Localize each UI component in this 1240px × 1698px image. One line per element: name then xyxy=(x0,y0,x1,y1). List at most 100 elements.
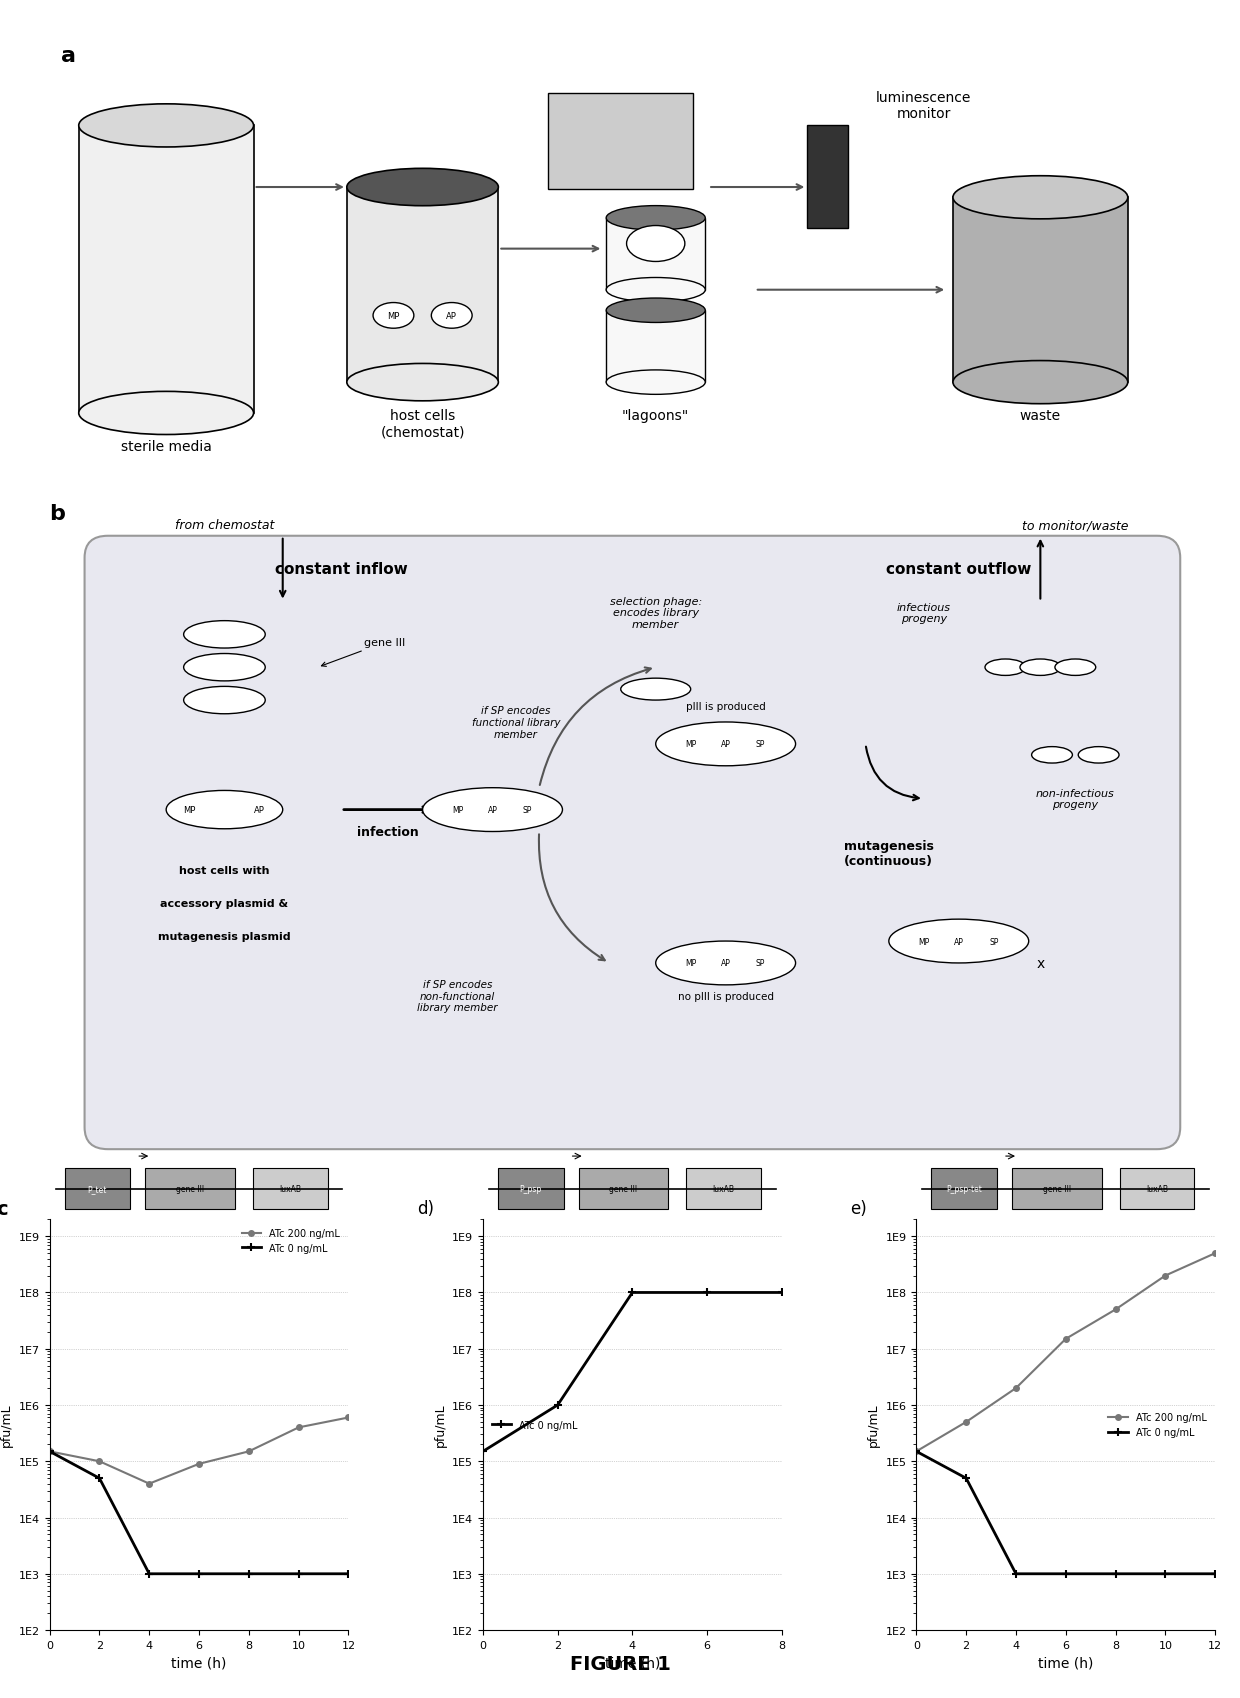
ATc 0 ng/mL xyxy=(625,1282,640,1302)
Ellipse shape xyxy=(79,105,254,148)
Legend: ATc 200 ng/mL, ATc 0 ng/mL: ATc 200 ng/mL, ATc 0 ng/mL xyxy=(1105,1409,1210,1442)
Text: pIII is produced: pIII is produced xyxy=(686,701,765,711)
ATc 0 ng/mL xyxy=(475,1442,490,1462)
Ellipse shape xyxy=(606,278,706,302)
ATc 200 ng/mL xyxy=(1208,1243,1223,1263)
Text: "lagoons": "lagoons" xyxy=(622,409,689,423)
Y-axis label: pfu/mL: pfu/mL xyxy=(434,1403,446,1447)
Ellipse shape xyxy=(606,370,706,396)
Line: ATc 0 ng/mL: ATc 0 ng/mL xyxy=(913,1447,1219,1577)
FancyBboxPatch shape xyxy=(84,537,1180,1150)
Ellipse shape xyxy=(423,788,563,832)
FancyBboxPatch shape xyxy=(1120,1168,1194,1209)
Ellipse shape xyxy=(1021,659,1060,676)
Text: MP: MP xyxy=(451,805,464,815)
Text: MP: MP xyxy=(684,959,697,968)
FancyBboxPatch shape xyxy=(807,126,848,229)
Text: non-infectious
progeny: non-infectious progeny xyxy=(1035,788,1115,810)
Ellipse shape xyxy=(373,304,414,329)
ATc 0 ng/mL xyxy=(1058,1564,1073,1584)
FancyBboxPatch shape xyxy=(145,1168,234,1209)
ATc 200 ng/mL xyxy=(141,1474,156,1494)
Text: host cells with: host cells with xyxy=(180,866,269,876)
ATc 200 ng/mL xyxy=(92,1452,107,1472)
Ellipse shape xyxy=(656,941,796,985)
Line: ATc 200 ng/mL: ATc 200 ng/mL xyxy=(914,1251,1218,1453)
Ellipse shape xyxy=(432,304,472,329)
Line: ATc 0 ng/mL: ATc 0 ng/mL xyxy=(479,1289,786,1455)
ATc 0 ng/mL xyxy=(909,1442,924,1462)
Text: AP: AP xyxy=(720,740,730,749)
Ellipse shape xyxy=(184,621,265,649)
X-axis label: time (h): time (h) xyxy=(1038,1656,1094,1669)
FancyBboxPatch shape xyxy=(79,126,254,414)
Text: mutagenesis
(continuous): mutagenesis (continuous) xyxy=(844,841,934,868)
Text: SP: SP xyxy=(756,959,765,968)
Legend: ATc 0 ng/mL: ATc 0 ng/mL xyxy=(487,1416,582,1433)
ATc 0 ng/mL xyxy=(1208,1564,1223,1584)
ATc 200 ng/mL xyxy=(1008,1379,1023,1399)
Text: if SP encodes
functional library
member: if SP encodes functional library member xyxy=(471,706,560,739)
Text: infection: infection xyxy=(357,825,418,839)
Text: selection phage:
encodes library
member: selection phage: encodes library member xyxy=(610,596,702,630)
Y-axis label: pfu/mL: pfu/mL xyxy=(0,1403,14,1447)
Y-axis label: pfu/mL: pfu/mL xyxy=(867,1403,880,1447)
Text: gene III: gene III xyxy=(176,1185,205,1194)
Text: SP: SP xyxy=(756,740,765,749)
Text: mutagenesis plasmid: mutagenesis plasmid xyxy=(159,931,290,941)
Text: P_tet: P_tet xyxy=(88,1185,107,1194)
Text: to monitor/waste: to monitor/waste xyxy=(1022,520,1128,531)
FancyBboxPatch shape xyxy=(498,1168,564,1209)
Ellipse shape xyxy=(626,226,684,261)
Ellipse shape xyxy=(347,365,498,402)
ATc 0 ng/mL xyxy=(551,1396,565,1416)
ATc 0 ng/mL xyxy=(775,1282,790,1302)
ATc 200 ng/mL xyxy=(1109,1299,1123,1319)
X-axis label: time (h): time (h) xyxy=(605,1656,660,1669)
FancyBboxPatch shape xyxy=(64,1168,130,1209)
Ellipse shape xyxy=(889,920,1029,963)
ATc 0 ng/mL xyxy=(242,1564,257,1584)
Text: P_psp-tet: P_psp-tet xyxy=(946,1185,982,1194)
Text: if SP encodes
non-functional
library member: if SP encodes non-functional library mem… xyxy=(418,980,497,1012)
Text: a: a xyxy=(61,46,76,66)
Ellipse shape xyxy=(184,654,265,681)
Ellipse shape xyxy=(621,679,691,701)
ATc 0 ng/mL xyxy=(42,1442,57,1462)
Text: constant outflow: constant outflow xyxy=(887,562,1032,577)
Text: luxAB: luxAB xyxy=(1146,1185,1168,1194)
ATc 200 ng/mL xyxy=(1158,1265,1173,1285)
Ellipse shape xyxy=(954,362,1128,404)
Ellipse shape xyxy=(656,723,796,766)
ATc 200 ng/mL xyxy=(242,1442,257,1462)
FancyBboxPatch shape xyxy=(686,1168,761,1209)
Ellipse shape xyxy=(985,659,1025,676)
Text: P_psp: P_psp xyxy=(520,1185,542,1194)
Ellipse shape xyxy=(1079,747,1118,764)
Text: host cells
(chemostat): host cells (chemostat) xyxy=(381,409,465,438)
Text: no pIII is produced: no pIII is produced xyxy=(677,992,774,1002)
ATc 200 ng/mL xyxy=(291,1418,306,1438)
Ellipse shape xyxy=(1055,659,1096,676)
FancyBboxPatch shape xyxy=(579,1168,668,1209)
FancyBboxPatch shape xyxy=(606,219,706,290)
Text: AP: AP xyxy=(254,805,265,815)
Text: x: x xyxy=(1037,956,1044,970)
Text: sterile media: sterile media xyxy=(120,440,212,453)
ATc 200 ng/mL xyxy=(42,1442,57,1462)
Text: luxAB: luxAB xyxy=(713,1185,734,1194)
ATc 200 ng/mL xyxy=(341,1408,356,1428)
Ellipse shape xyxy=(1032,747,1073,764)
ATc 200 ng/mL xyxy=(1058,1330,1073,1350)
Text: infectious
progeny: infectious progeny xyxy=(897,603,951,623)
ATc 0 ng/mL xyxy=(959,1469,973,1489)
ATc 200 ng/mL xyxy=(192,1453,207,1474)
Text: gene III: gene III xyxy=(609,1185,637,1194)
ATc 0 ng/mL xyxy=(291,1564,306,1584)
Text: luxAB: luxAB xyxy=(279,1185,301,1194)
Text: MP: MP xyxy=(387,312,399,321)
Text: AP: AP xyxy=(446,312,458,321)
Text: gene III: gene III xyxy=(1043,1185,1071,1194)
Text: SP: SP xyxy=(990,937,998,946)
Text: gene III: gene III xyxy=(321,638,405,667)
